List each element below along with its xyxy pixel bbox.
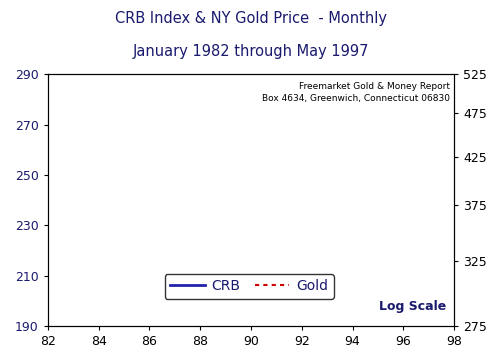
Text: Log Scale: Log Scale (378, 301, 445, 313)
Text: CRB Index & NY Gold Price  - Monthly: CRB Index & NY Gold Price - Monthly (115, 11, 386, 26)
Text: Freemarket Gold & Money Report
Box 4634, Greenwich, Connecticut 06830: Freemarket Gold & Money Report Box 4634,… (262, 82, 449, 103)
Legend: CRB, Gold: CRB, Gold (164, 274, 333, 299)
Text: January 1982 through May 1997: January 1982 through May 1997 (132, 44, 369, 58)
